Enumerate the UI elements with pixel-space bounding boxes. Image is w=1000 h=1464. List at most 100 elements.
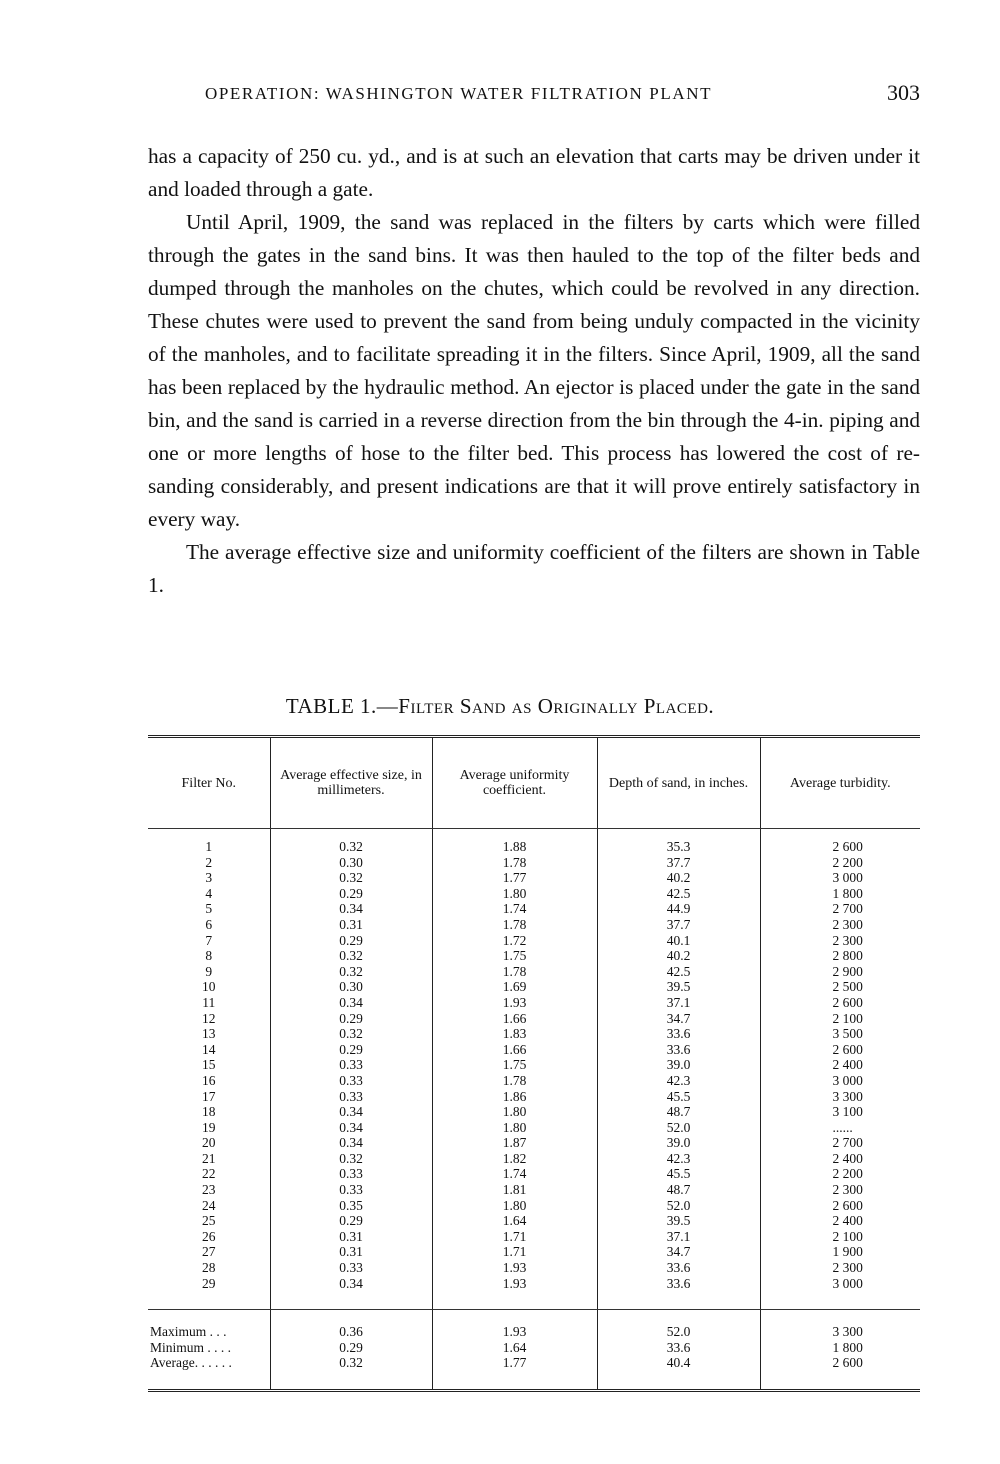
table-cell: 2 300: [759, 932, 920, 949]
table-cell: 2 300: [759, 1182, 920, 1198]
table-cell: 1.66: [431, 1041, 597, 1058]
table-cell: 1 800: [759, 1339, 920, 1356]
table-cell: 33.6: [596, 1041, 760, 1058]
table-cell: 16: [202, 1072, 216, 1088]
table-row: 5 0.34 1.74 44.9 2 700: [148, 901, 920, 917]
table-cell: 20: [202, 1135, 216, 1151]
table-cell: 0.32: [269, 948, 432, 964]
table-cell: 0.34: [269, 1135, 432, 1151]
table-cell: 0.33: [269, 1057, 432, 1073]
table-cell: 37.1: [596, 994, 760, 1011]
table-row: 26 0.31 1.71 37.1 2 100: [148, 1228, 920, 1245]
table-cell: 25: [202, 1213, 216, 1229]
table-cell: 48.7: [596, 1182, 760, 1198]
table-row: 12 0.29 1.66 34.7 2 100: [148, 1010, 920, 1027]
table-cell: 39.5: [596, 979, 760, 995]
table-cell: 29: [148, 1275, 270, 1311]
table-cell: 2 300: [759, 916, 920, 933]
table-cell: 0.31: [269, 1228, 432, 1245]
table-cell: 0.32: [269, 870, 432, 886]
table-cell: 0.34: [269, 1119, 432, 1136]
table-cell: 3 000: [759, 1275, 920, 1311]
table-cell: 40.1: [596, 932, 760, 949]
table-cell: 1.93: [431, 1275, 597, 1311]
table-cell: 26: [202, 1228, 216, 1244]
table-row: 17 0.33 1.86 45.5 3 300: [148, 1088, 920, 1105]
table-row: 13 0.32 1.83 33.6 3 500: [148, 1026, 920, 1042]
table-cell: 27: [202, 1244, 216, 1260]
table-row: 6 0.31 1.78 37.7 2 300: [148, 916, 920, 933]
table-cell: 1.83: [431, 1026, 597, 1042]
table-cell: 1.80: [431, 1119, 597, 1136]
summary-row: Maximum . . . 0.36 1.93 52.0 3 300: [148, 1309, 920, 1340]
table-cell: 0.32: [269, 963, 432, 980]
table-cell: 23: [202, 1182, 216, 1198]
table-cell: 0.30: [269, 854, 432, 871]
filter-sand-table: Filter No. Average effective size, in mil…: [148, 735, 920, 1393]
table-cell: 0.29: [269, 885, 432, 902]
table-cell: 1.81: [431, 1182, 597, 1198]
table-row: 25 0.29 1.64 39.5 2 400: [148, 1213, 920, 1229]
table-cell: 24: [202, 1197, 216, 1213]
table-cell: 1.64: [431, 1213, 597, 1229]
table-cell: 0.35: [269, 1197, 432, 1214]
table-cell: 1.78: [431, 916, 597, 933]
table-cell: 1.78: [431, 963, 597, 980]
table-cell: 1.74: [431, 901, 597, 917]
table-cell: 1.82: [431, 1150, 597, 1167]
table-row: 28 0.33 1.93 33.6 2 300: [148, 1260, 920, 1276]
table-cell: 2 800: [759, 948, 920, 964]
table-cell: 0.29: [269, 1010, 432, 1027]
table-cell: 42.3: [596, 1072, 760, 1089]
table-cell: 1.77: [431, 870, 597, 886]
table-cell: 1.93: [431, 1260, 597, 1276]
table-cell: 0.31: [269, 1244, 432, 1261]
summary-row: Minimum . . . . 0.29 1.64 33.6 1 800: [148, 1339, 920, 1356]
table-cell: 3 000: [759, 870, 920, 886]
table-cell: 2 200: [759, 1166, 920, 1183]
page-number: 303: [887, 80, 920, 105]
table-cell: 8: [205, 948, 213, 964]
table-row: 15 0.33 1.75 39.0 2 400: [148, 1057, 920, 1073]
paragraph: has a capacity of 250 cu. yd., and is at…: [148, 144, 920, 201]
table-cell: 0.33: [269, 1088, 432, 1105]
table-cell: 0.31: [269, 916, 432, 933]
table-cell: 1 800: [759, 885, 920, 902]
table-cell: 0.34: [269, 901, 432, 917]
paragraph: Until April, 1909, the sand was replaced…: [148, 210, 920, 531]
running-header: OPERATION: WASHINGTON WATER FILTRATION P…: [205, 80, 920, 105]
table-cell: 22: [202, 1166, 216, 1182]
table-cell: 2 600: [759, 1355, 920, 1393]
table-cell: Minimum . . . .: [150, 1339, 232, 1355]
table-cell: 1.86: [431, 1088, 597, 1105]
table-row: 21 0.32 1.82 42.3 2 400: [148, 1150, 920, 1167]
table-row: 27 0.31 1.71 34.7 1 900: [148, 1244, 920, 1261]
table-cell: 3 300: [759, 1088, 920, 1105]
table-cell: 15: [202, 1057, 216, 1073]
table-cell: 35.3: [596, 828, 760, 855]
table-cell: 0.36: [269, 1309, 432, 1340]
table-cell: 0.32: [269, 1355, 432, 1393]
table-row: 18 0.34 1.80 48.7 3 100: [148, 1104, 920, 1120]
table-cell: 3 000: [759, 1072, 920, 1089]
table-cell: 39.5: [596, 1213, 760, 1229]
table-caption: Filter Sand as Originally Placed.: [398, 694, 715, 718]
table-cell: 0.33: [269, 1166, 432, 1183]
table-cell: 2 400: [759, 1213, 920, 1229]
table-cell: 37.7: [596, 854, 760, 871]
table-cell: 0.33: [269, 1182, 432, 1198]
table-cell: 1.80: [431, 1104, 597, 1120]
table-cell: 45.5: [596, 1166, 760, 1183]
table-cell: 0.32: [269, 1026, 432, 1042]
table-cell: 40.2: [596, 948, 760, 964]
paragraph: The average effective size and uniformit…: [148, 540, 920, 597]
table-cell: 34.7: [596, 1244, 760, 1261]
table-cell: 37.1: [596, 1228, 760, 1245]
table-row: 22 0.33 1.74 45.5 2 200: [148, 1166, 920, 1183]
table-cell: 0.30: [269, 979, 432, 995]
table-cell: 2 600: [759, 1041, 920, 1058]
table-cell: 1.77: [431, 1355, 597, 1393]
table-cell: 1.71: [431, 1244, 597, 1261]
table-cell: 0.34: [269, 1275, 432, 1311]
table-cell: 42.5: [596, 885, 760, 902]
